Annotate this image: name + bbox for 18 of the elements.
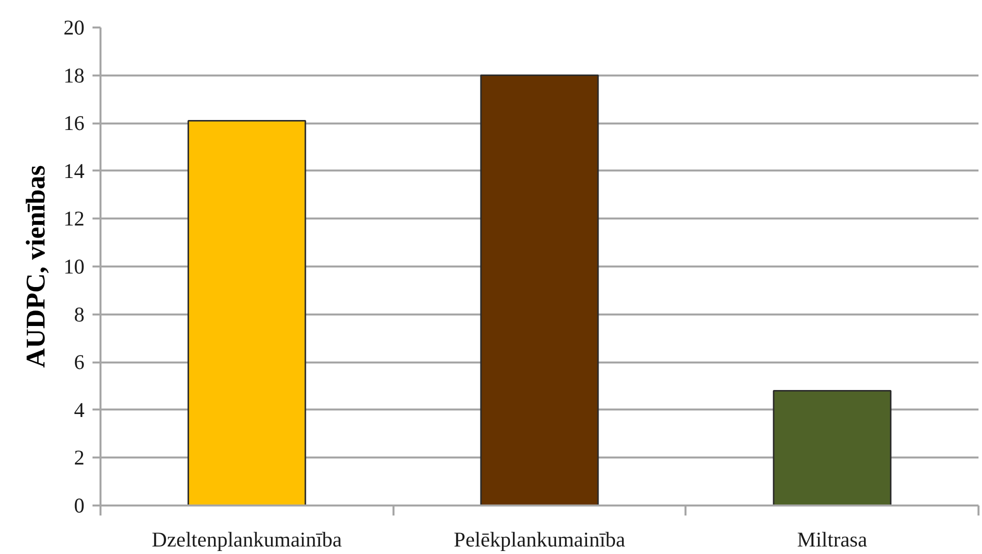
x-tick-label: Dzeltenplankumainība xyxy=(152,528,343,552)
x-tick-label: Pelēkplankumainība xyxy=(454,528,626,552)
y-tick-label: 12 xyxy=(64,206,84,231)
bar xyxy=(772,390,892,506)
y-tick-label: 2 xyxy=(74,446,84,470)
y-tick-label: 16 xyxy=(64,111,84,136)
bar xyxy=(188,120,306,506)
y-tick-label: 14 xyxy=(64,158,85,183)
x-tick-label: Miltrasa xyxy=(797,528,868,552)
y-tick-label: 4 xyxy=(74,398,85,422)
y-tick-label: 10 xyxy=(64,254,84,278)
y-tick-label: 18 xyxy=(64,63,84,88)
y-tick-label: 0 xyxy=(74,494,84,518)
y-tick-label: 20 xyxy=(64,16,84,40)
y-tick-label: 8 xyxy=(74,302,84,326)
y-tick-label: 6 xyxy=(74,350,84,374)
y-axis-title: AUDPC, vienības xyxy=(20,165,50,368)
bar xyxy=(480,74,599,506)
